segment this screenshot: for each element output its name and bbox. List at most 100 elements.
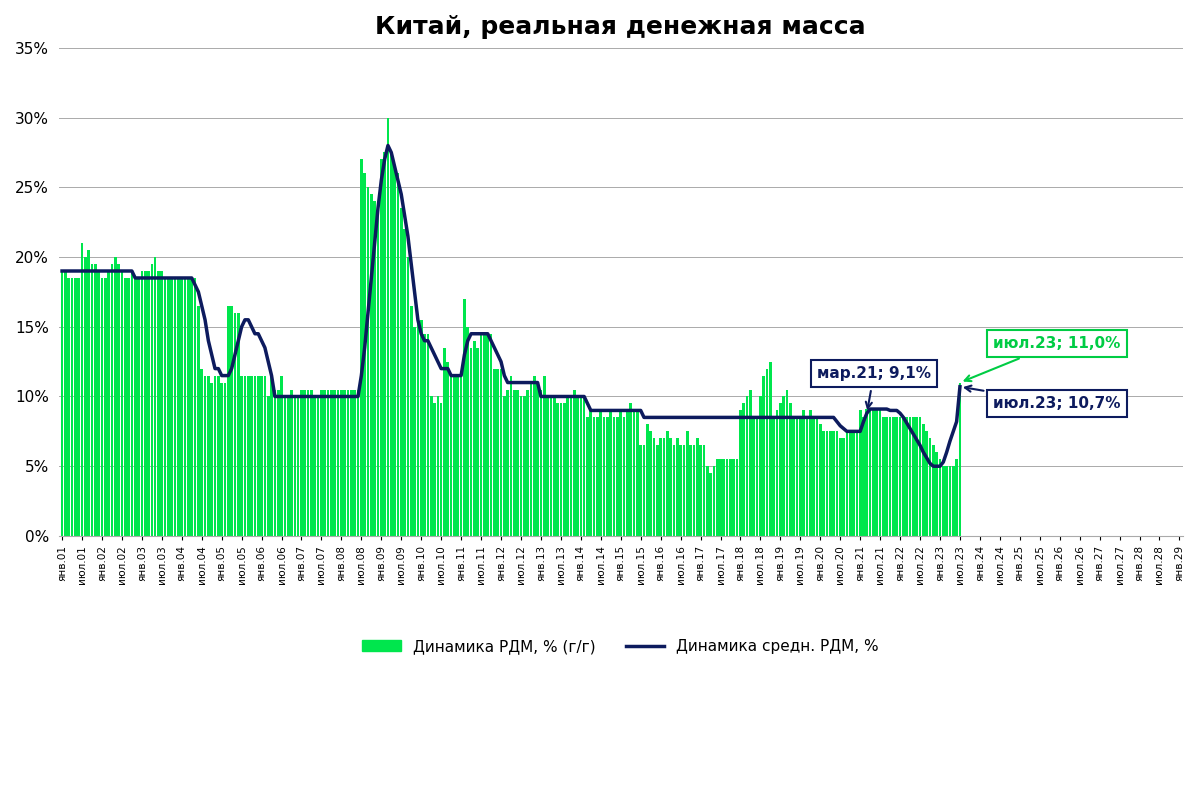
Bar bbox=[430, 396, 432, 536]
Bar bbox=[304, 389, 306, 536]
Bar bbox=[623, 418, 625, 536]
Bar bbox=[467, 327, 469, 536]
Bar bbox=[110, 264, 113, 536]
Bar bbox=[283, 396, 286, 536]
Bar bbox=[899, 418, 901, 536]
Bar bbox=[542, 375, 546, 536]
Bar bbox=[454, 375, 456, 536]
Bar bbox=[756, 418, 758, 536]
Bar bbox=[606, 418, 608, 536]
Bar bbox=[512, 389, 516, 536]
Bar bbox=[743, 403, 745, 536]
Bar bbox=[161, 271, 163, 536]
Bar bbox=[277, 389, 280, 536]
Bar bbox=[223, 382, 227, 536]
Bar bbox=[360, 159, 362, 536]
Title: Китай, реальная денежная масса: Китай, реальная денежная масса bbox=[376, 15, 866, 39]
Bar bbox=[373, 201, 376, 536]
Bar bbox=[576, 396, 578, 536]
Bar bbox=[848, 431, 852, 536]
Bar bbox=[872, 409, 875, 536]
Bar bbox=[274, 389, 276, 536]
Bar bbox=[157, 271, 160, 536]
Bar bbox=[796, 418, 798, 536]
Bar bbox=[396, 173, 400, 536]
Bar bbox=[377, 208, 379, 536]
Bar bbox=[450, 375, 452, 536]
Bar bbox=[818, 425, 822, 536]
Bar bbox=[908, 418, 911, 536]
Bar bbox=[792, 418, 794, 536]
Bar bbox=[745, 396, 749, 536]
Bar bbox=[846, 431, 848, 536]
Bar bbox=[673, 445, 676, 536]
Bar bbox=[264, 375, 266, 536]
Bar bbox=[266, 396, 270, 536]
Bar bbox=[413, 327, 416, 536]
Bar bbox=[386, 118, 389, 536]
Bar bbox=[473, 341, 475, 536]
Bar bbox=[876, 409, 878, 536]
Bar bbox=[790, 403, 792, 536]
Bar bbox=[221, 382, 223, 536]
Bar bbox=[210, 382, 214, 536]
Bar bbox=[632, 411, 635, 536]
Bar bbox=[529, 382, 533, 536]
Bar bbox=[296, 396, 300, 536]
Bar bbox=[400, 208, 402, 536]
Bar bbox=[716, 459, 719, 536]
Bar bbox=[486, 334, 490, 536]
Bar bbox=[862, 418, 865, 536]
Bar bbox=[613, 418, 616, 536]
Bar bbox=[775, 411, 779, 536]
Bar bbox=[852, 431, 854, 536]
Bar bbox=[310, 389, 313, 536]
Bar bbox=[287, 396, 289, 536]
Bar bbox=[426, 334, 430, 536]
Bar bbox=[938, 459, 941, 536]
Bar bbox=[394, 166, 396, 536]
Bar bbox=[208, 375, 210, 536]
Text: июл.23; 10,7%: июл.23; 10,7% bbox=[965, 385, 1121, 411]
Bar bbox=[656, 445, 659, 536]
Bar bbox=[882, 418, 884, 536]
Bar bbox=[949, 466, 952, 536]
Bar bbox=[892, 418, 895, 536]
Bar bbox=[367, 188, 370, 536]
Bar bbox=[773, 418, 775, 536]
Bar bbox=[253, 375, 257, 536]
Bar bbox=[583, 396, 586, 536]
Bar bbox=[805, 418, 809, 536]
Bar bbox=[643, 445, 646, 536]
Bar bbox=[719, 459, 722, 536]
Bar bbox=[424, 334, 426, 536]
Bar bbox=[137, 278, 140, 536]
Bar bbox=[886, 418, 888, 536]
Bar bbox=[476, 348, 479, 536]
Bar bbox=[676, 438, 679, 536]
Bar bbox=[356, 389, 359, 536]
Bar bbox=[889, 418, 892, 536]
Bar bbox=[403, 229, 406, 536]
Bar bbox=[786, 389, 788, 536]
Bar bbox=[174, 278, 176, 536]
Bar bbox=[490, 334, 492, 536]
Bar bbox=[120, 271, 124, 536]
Bar bbox=[812, 418, 815, 536]
Bar bbox=[706, 466, 708, 536]
Bar bbox=[916, 418, 918, 536]
Bar bbox=[437, 396, 439, 536]
Bar bbox=[702, 445, 706, 536]
Bar bbox=[343, 389, 346, 536]
Bar bbox=[307, 389, 310, 536]
Bar bbox=[602, 418, 606, 536]
Bar bbox=[596, 418, 599, 536]
Text: мар.21; 9,1%: мар.21; 9,1% bbox=[817, 367, 931, 408]
Bar bbox=[666, 431, 668, 536]
Bar bbox=[696, 438, 698, 536]
Bar bbox=[878, 409, 882, 536]
Bar bbox=[653, 438, 655, 536]
Bar bbox=[799, 418, 802, 536]
Bar bbox=[586, 418, 589, 536]
Bar bbox=[257, 375, 259, 536]
